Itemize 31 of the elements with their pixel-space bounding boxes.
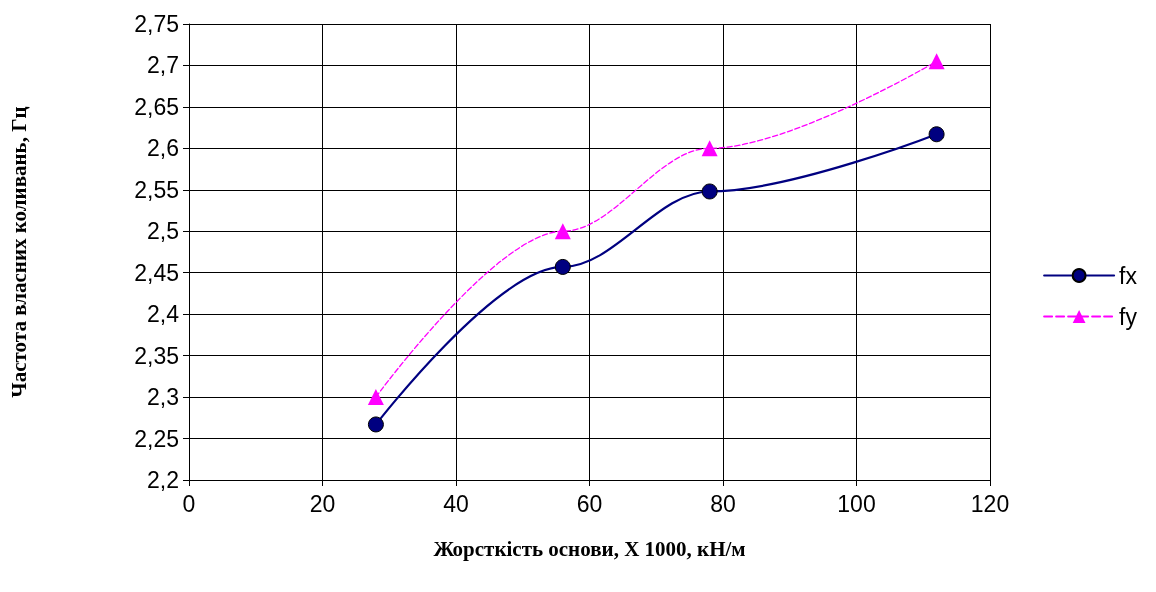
x-tick-label: 0 xyxy=(182,490,196,517)
y-tick-label: 2,25 xyxy=(134,425,179,452)
point xyxy=(367,416,384,433)
point xyxy=(367,389,384,406)
y-tick-label: 2,75 xyxy=(134,11,179,37)
y-tick-label: 2,55 xyxy=(134,176,179,203)
x-axis-title: Жорсткість основи, X 1000, кН/м xyxy=(433,536,746,561)
y-tick-label: 2,5 xyxy=(147,218,179,245)
x-tick-label: 100 xyxy=(837,490,876,517)
x-tick-label: 60 xyxy=(576,490,603,517)
y-tick-label: 2,35 xyxy=(134,342,179,369)
y-tick-label: 2,4 xyxy=(147,301,180,328)
y-tick-label: 2,2 xyxy=(147,467,179,493)
point xyxy=(928,126,945,143)
y-tick-label: 2,6 xyxy=(147,135,179,162)
x-tick-label: 40 xyxy=(443,490,469,517)
point xyxy=(928,53,945,70)
y-tick-label: 2,7 xyxy=(147,52,179,79)
legend-label: fx xyxy=(1119,262,1138,289)
y-tick-label: 2,3 xyxy=(147,384,179,411)
x-tick-label: 20 xyxy=(309,490,336,517)
y-tick-label: 2,45 xyxy=(134,259,179,286)
point xyxy=(701,183,718,200)
point xyxy=(554,223,571,240)
point xyxy=(554,258,571,275)
point xyxy=(701,140,718,157)
x-tick-label: 120 xyxy=(970,490,1010,517)
legend-label: fy xyxy=(1119,303,1138,330)
x-tick-label: 80 xyxy=(710,490,736,517)
y-tick-label: 2,65 xyxy=(134,93,179,120)
y-axis-title: Частота власних коливань, Гц xyxy=(6,106,31,398)
